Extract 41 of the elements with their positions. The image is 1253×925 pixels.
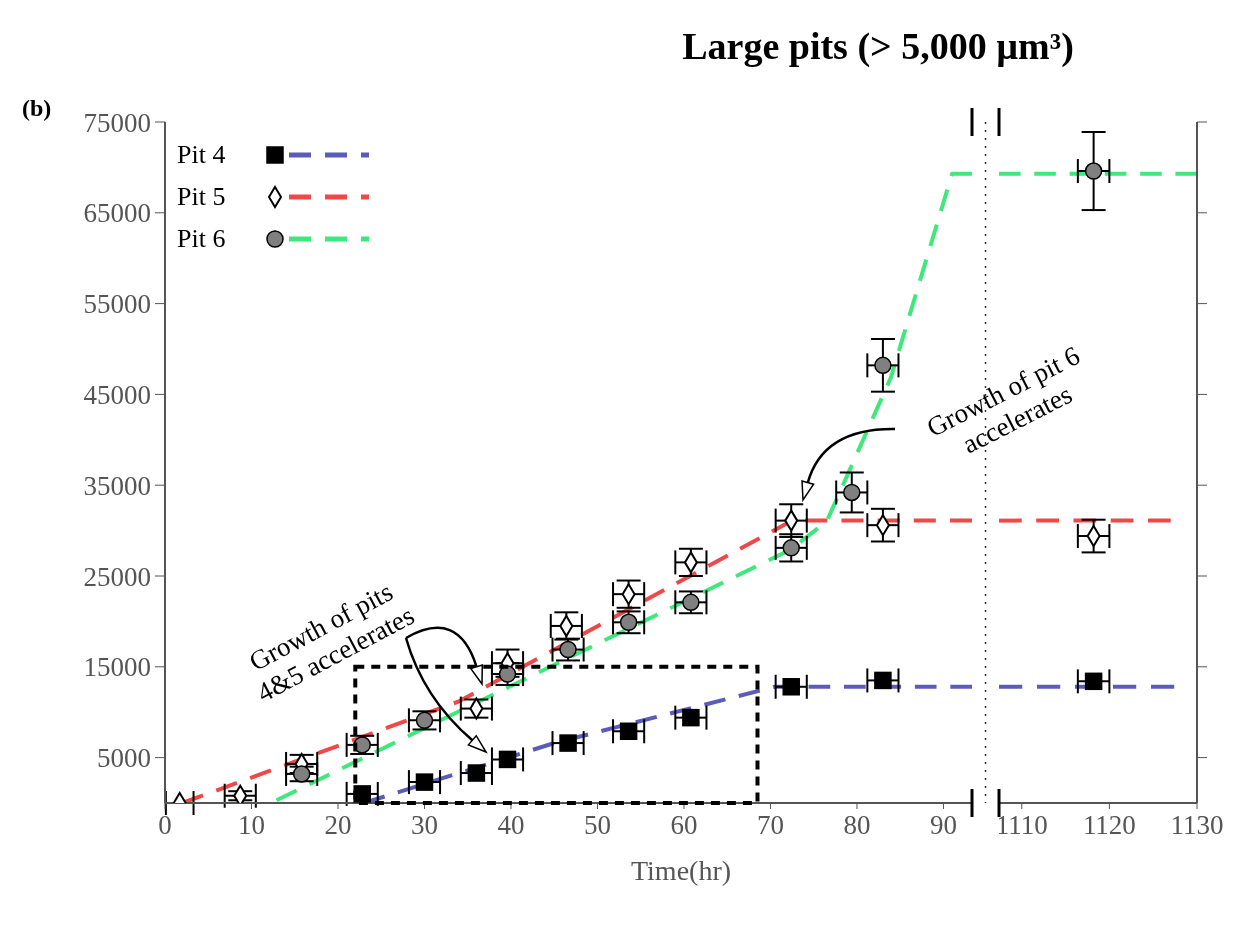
chart-title: Large pits (> 5,000 µm³) [681,24,1075,68]
y-tick-label: 75000 [83,107,151,138]
x-tick-label: 80 [843,810,871,841]
legend-label: Pit 4 [177,140,227,170]
x-tick-label: 1130 [1170,810,1224,841]
point [619,722,638,741]
x-tick-label: 1110 [995,810,1048,841]
x-tick-label: 10 [238,810,265,841]
y-tick-label: 45000 [83,379,151,410]
y-tick-label: 25000 [83,561,151,592]
point [559,734,577,752]
y-tick-label: 35000 [83,470,151,501]
point [782,539,800,557]
point [467,764,486,782]
point [415,773,434,791]
point [498,750,517,769]
x-tick-label: 50 [583,810,611,841]
x-tick-label: 1120 [1082,810,1136,841]
point [292,765,311,783]
x-tick-label: 0 [158,810,172,841]
legend-label: Pit 6 [177,224,227,254]
x-tick-label: 20 [324,810,352,841]
text: (b) [22,95,52,122]
point [498,665,517,683]
point [874,356,892,375]
x-tick-label: 60 [670,810,698,841]
x-tick-label: 90 [929,810,957,841]
point [782,678,800,696]
y-tick-label: 65000 [83,198,151,229]
y-tick-label: 55000 [83,289,151,320]
x-tick-label: 70 [756,810,784,841]
point [682,593,700,612]
x-tick-label: 40 [497,810,525,841]
y-tick-label: 15000 [83,652,151,683]
y-tick-label: 5000 [97,743,151,774]
legend-label: Pit 5 [177,182,227,212]
x-tick-label: 30 [410,810,438,841]
point [682,708,700,727]
x-axis-title: Time(hr) [629,855,733,887]
point [874,671,892,690]
point [843,483,861,502]
